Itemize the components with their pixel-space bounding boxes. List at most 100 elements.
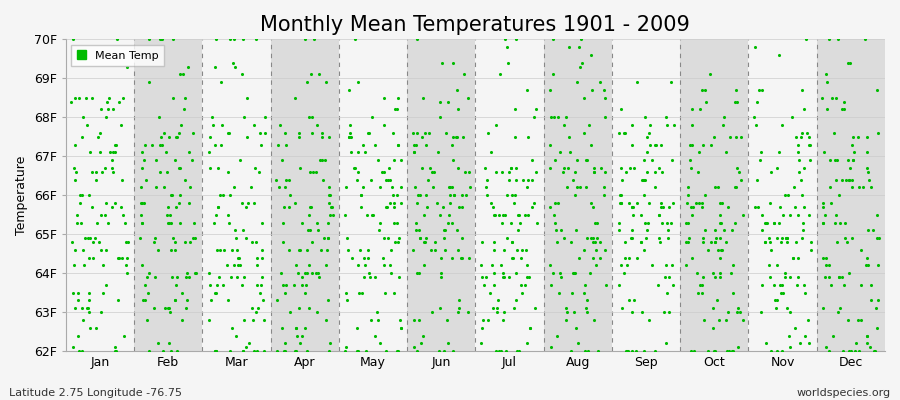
Point	[239, 344, 254, 350]
Point	[112, 254, 126, 261]
Point	[520, 212, 535, 218]
Point	[683, 141, 698, 148]
Point	[75, 192, 89, 198]
Point	[643, 141, 657, 148]
Point	[566, 176, 580, 183]
Point	[729, 134, 743, 140]
Point	[653, 204, 668, 210]
Text: Latitude 2.75 Longitude -76.75: Latitude 2.75 Longitude -76.75	[9, 388, 182, 398]
Point	[719, 317, 733, 323]
Point	[94, 106, 108, 113]
Point	[292, 247, 306, 253]
Point	[835, 274, 850, 280]
Point	[489, 169, 503, 175]
Point	[634, 212, 648, 218]
Point	[640, 169, 654, 175]
Point	[726, 262, 741, 268]
Point	[451, 106, 465, 113]
Point	[362, 270, 376, 276]
Point	[639, 235, 653, 241]
Point	[707, 227, 722, 234]
Point	[247, 348, 261, 354]
Point	[841, 60, 855, 66]
Point	[860, 149, 874, 156]
Point	[638, 114, 652, 120]
Point	[682, 157, 697, 163]
Point	[100, 98, 114, 105]
Point	[451, 309, 465, 315]
Point	[716, 114, 731, 120]
Point	[510, 212, 525, 218]
Point	[735, 212, 750, 218]
Point	[655, 169, 670, 175]
Point	[625, 204, 639, 210]
Point	[454, 192, 469, 198]
Point	[489, 122, 503, 128]
Point	[580, 348, 595, 354]
Point	[501, 60, 516, 66]
Point	[220, 212, 235, 218]
Point	[625, 141, 639, 148]
Point	[203, 134, 218, 140]
Point	[424, 247, 438, 253]
Point	[665, 262, 680, 268]
Point	[557, 122, 572, 128]
Point	[445, 184, 459, 191]
Point	[698, 192, 713, 198]
Point	[694, 290, 708, 296]
Point	[170, 348, 184, 354]
Point	[816, 219, 831, 226]
Point	[394, 324, 409, 331]
Point	[392, 317, 407, 323]
Point	[373, 184, 387, 191]
Point	[345, 254, 359, 261]
Point	[795, 192, 809, 198]
Point	[693, 106, 707, 113]
Point	[376, 262, 391, 268]
Point	[133, 235, 148, 241]
Point	[247, 122, 261, 128]
Bar	[680, 39, 749, 351]
Point	[708, 184, 723, 191]
Point	[357, 254, 372, 261]
Point	[800, 130, 814, 136]
Point	[783, 274, 797, 280]
Point	[754, 149, 769, 156]
Point	[341, 247, 356, 253]
Point	[819, 106, 833, 113]
Point	[649, 141, 663, 148]
Point	[786, 254, 800, 261]
Point	[822, 36, 836, 42]
Point	[798, 332, 813, 339]
Point	[525, 204, 539, 210]
Point	[87, 235, 102, 241]
Point	[80, 122, 94, 128]
Point	[487, 282, 501, 288]
Point	[150, 340, 165, 346]
Point	[154, 134, 168, 140]
Point	[252, 130, 266, 136]
Point	[640, 134, 654, 140]
Point	[478, 165, 492, 171]
Point	[871, 130, 886, 136]
Point	[68, 247, 83, 253]
Point	[419, 204, 434, 210]
Point	[108, 348, 122, 354]
Point	[445, 219, 459, 226]
Point	[792, 157, 806, 163]
Point	[311, 274, 326, 280]
Point	[81, 192, 95, 198]
Point	[509, 176, 524, 183]
Point	[379, 176, 393, 183]
Point	[373, 219, 387, 226]
Point	[236, 36, 250, 42]
Point	[312, 157, 327, 163]
Point	[713, 254, 727, 261]
Point	[120, 270, 134, 276]
Point	[836, 98, 850, 105]
Point	[724, 227, 739, 234]
Point	[654, 219, 669, 226]
Point	[431, 149, 446, 156]
Point	[461, 309, 475, 315]
Point	[279, 141, 293, 148]
